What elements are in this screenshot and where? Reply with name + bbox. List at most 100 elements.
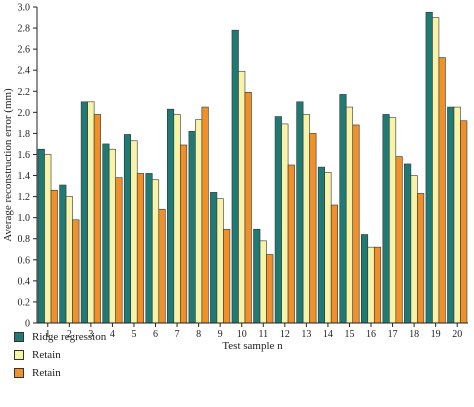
x-axis-ticks: 1 2 3 4 5 6 7 8 9 10 11 12 13 14 15 16 17 18 19 20 xyxy=(45,323,462,340)
y-axis-label: Average reconstruction error (mm) xyxy=(2,88,14,242)
y-axis-ticks: 0 0.2 0.4 0.6 0.8 1.0 1.2 1.4 1.6 1.8 2.0 2.2 2.4 2.6… xyxy=(18,3,37,330)
bar xyxy=(447,106,455,324)
y-tick-label: 1.0 xyxy=(18,213,31,224)
x-tick-label: 7 xyxy=(175,329,180,340)
y-tick-label: 0.2 xyxy=(18,297,31,308)
legend-swatch xyxy=(14,349,24,360)
bar xyxy=(210,192,218,324)
bar xyxy=(345,106,354,324)
x-tick-label: 16 xyxy=(366,329,376,340)
bar xyxy=(453,106,461,324)
bar xyxy=(130,140,138,324)
bar xyxy=(266,254,274,324)
legend-item: Ridge regression xyxy=(14,329,106,344)
x-tick-label: 3 xyxy=(88,329,93,340)
x-tick-label: 9 xyxy=(218,329,223,340)
bar xyxy=(352,124,360,324)
bar xyxy=(410,175,418,324)
bar xyxy=(281,123,289,324)
bar xyxy=(404,163,412,324)
bar xyxy=(108,148,116,324)
bars-group xyxy=(37,11,468,324)
y-tick-label: 0.8 xyxy=(18,234,31,245)
bar xyxy=(216,198,224,324)
y-tick-label: 3.0 xyxy=(18,3,31,14)
bar xyxy=(180,144,188,324)
bar xyxy=(72,219,80,324)
x-tick-label: 14 xyxy=(323,329,333,340)
legend-item: Retain xyxy=(14,365,106,380)
x-tick-label: 15 xyxy=(344,329,354,340)
bar xyxy=(37,148,45,324)
bar xyxy=(432,17,440,324)
y-tick-label: 1.2 xyxy=(18,192,31,203)
legend-item: Retain xyxy=(14,347,106,362)
y-tick-label: 0 xyxy=(25,319,30,330)
bar xyxy=(50,189,58,324)
bar xyxy=(274,116,282,324)
bar xyxy=(395,156,403,324)
bar xyxy=(231,29,239,324)
bar xyxy=(425,11,433,324)
bar xyxy=(367,246,375,324)
bar xyxy=(238,70,246,324)
y-tick-label: 0.4 xyxy=(18,276,31,287)
bar xyxy=(244,92,252,324)
bar xyxy=(382,114,390,324)
x-tick-label: 1 xyxy=(45,329,50,340)
bar xyxy=(330,204,338,324)
bar xyxy=(324,172,332,324)
y-tick-label: 2.2 xyxy=(18,87,31,98)
bar xyxy=(373,246,382,324)
bar xyxy=(223,228,231,324)
bar xyxy=(389,117,397,324)
bar xyxy=(80,101,88,324)
x-tick-label: 8 xyxy=(196,329,201,340)
legend: Ridge regression Retain Retain xyxy=(14,329,106,383)
x-tick-label: 20 xyxy=(452,329,462,340)
bar xyxy=(309,133,317,324)
bar xyxy=(115,177,123,324)
bar xyxy=(417,193,425,324)
y-tick-label: 0.6 xyxy=(18,255,31,266)
bar xyxy=(44,154,52,324)
y-tick-label: 1.8 xyxy=(18,129,31,140)
y-tick-label: 2.0 xyxy=(18,108,31,119)
bar xyxy=(296,101,304,324)
x-tick-label: 10 xyxy=(237,329,247,340)
bar xyxy=(438,57,446,324)
y-tick-label: 1.4 xyxy=(18,171,31,182)
bar xyxy=(151,179,160,324)
bar xyxy=(253,228,261,324)
legend-swatch xyxy=(14,331,24,342)
y-tick-label: 2.8 xyxy=(18,24,31,35)
x-tick-label: 18 xyxy=(409,329,419,340)
x-axis-label: Test sample n xyxy=(222,340,283,352)
legend-label: Ridge regression xyxy=(32,330,107,343)
legend-label: Retain xyxy=(32,348,61,361)
y-tick-label: 1.6 xyxy=(18,150,31,161)
bar xyxy=(287,164,295,324)
bar xyxy=(59,184,67,324)
bar xyxy=(167,108,175,324)
x-tick-label: 13 xyxy=(301,329,311,340)
bar xyxy=(201,106,209,324)
x-tick-label: 12 xyxy=(280,329,290,340)
bar xyxy=(93,114,101,324)
x-tick-label: 5 xyxy=(131,329,136,340)
bar xyxy=(317,166,325,324)
x-tick-label: 11 xyxy=(258,329,268,340)
x-tick-label: 17 xyxy=(388,329,398,340)
bar xyxy=(360,234,369,324)
bar xyxy=(302,114,310,324)
bar xyxy=(173,114,181,324)
bar xyxy=(188,130,196,324)
bar xyxy=(195,119,203,324)
legend-swatch xyxy=(14,367,24,378)
x-tick-label: 2 xyxy=(67,329,72,340)
bar xyxy=(123,134,132,324)
legend-label: Retain xyxy=(32,366,61,379)
x-tick-label: 4 xyxy=(110,329,115,340)
y-tick-label: 2.6 xyxy=(18,45,31,56)
